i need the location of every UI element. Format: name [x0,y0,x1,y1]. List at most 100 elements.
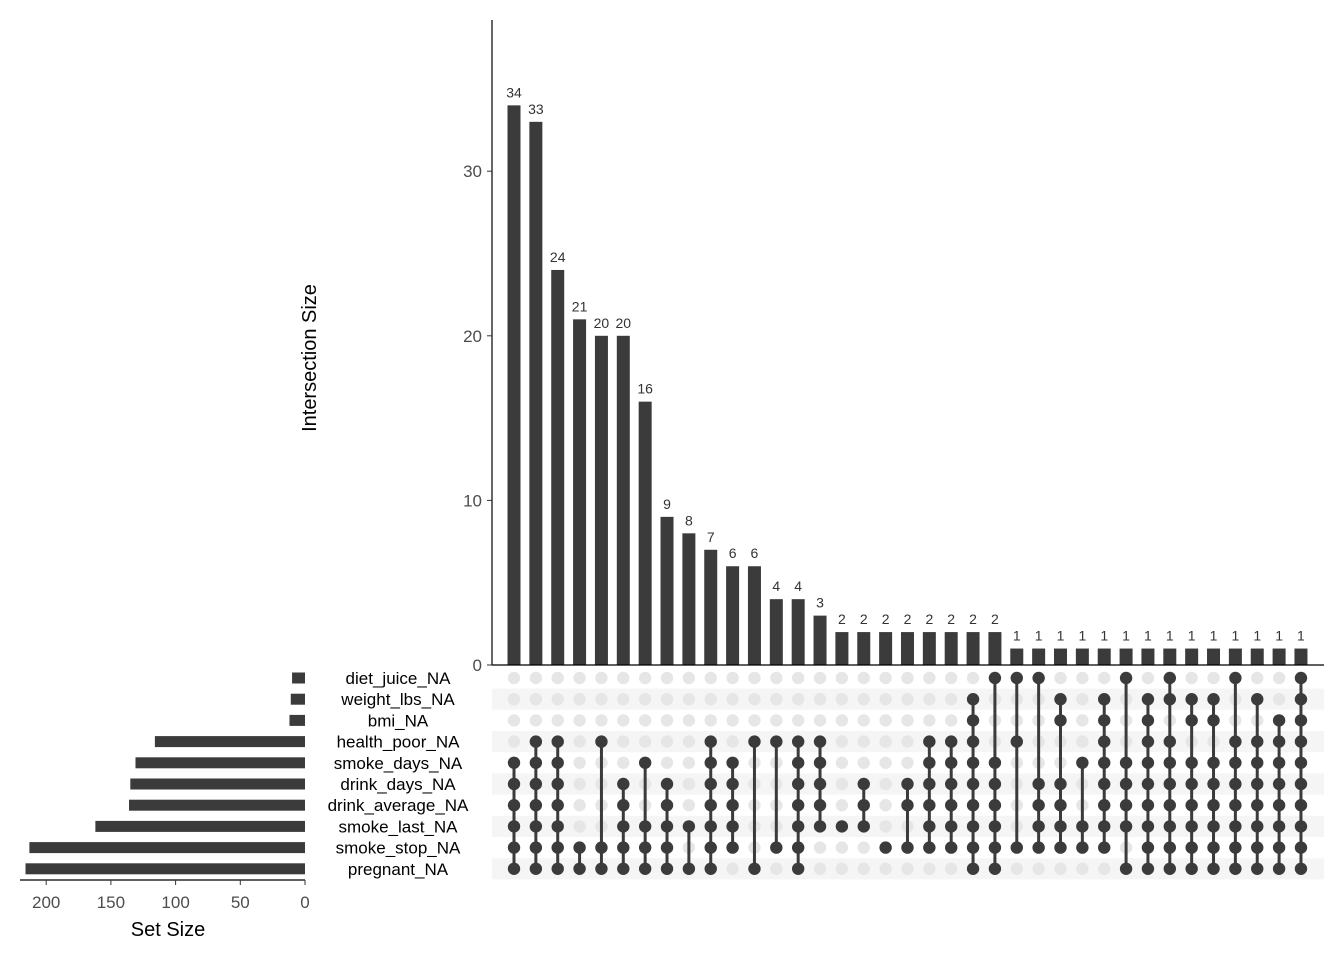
matrix-dot-active [551,735,564,748]
matrix-dot-active [1207,862,1220,875]
matrix-dot-active [988,799,1002,812]
y-tick-label: 30 [463,162,482,181]
intersection-bar [747,566,761,665]
matrix-dot-active [1294,714,1308,727]
matrix-dot-active [1141,777,1155,791]
matrix-dot-inactive [573,756,586,769]
matrix-dot-active [1141,756,1155,769]
matrix-dot-active [813,777,827,791]
matrix-dot-inactive [835,777,849,791]
intersection-bar [551,269,565,665]
matrix-dot-inactive [901,714,914,727]
matrix-dot-active [1098,799,1111,812]
intersection-bar-label: 1 [1144,628,1152,644]
matrix-dot-inactive [1054,671,1067,685]
matrix-dot-inactive [726,671,739,685]
matrix-dot-inactive [813,714,827,727]
matrix-dot-active [1229,820,1242,833]
matrix-dot-inactive [726,714,739,727]
intersection-bar [507,105,521,666]
intersection-bar [1010,648,1024,665]
matrix-dot-active [1141,841,1155,854]
matrix-dot-inactive [857,714,870,727]
matrix-dot-active [1076,756,1089,769]
matrix-dot-inactive [835,841,849,854]
matrix-dot-active [1229,671,1242,685]
matrix-dot-inactive [1098,862,1111,875]
matrix-dot-inactive [573,714,586,727]
matrix-dot-inactive [507,735,521,748]
matrix-dot-active [726,799,739,812]
matrix-dot-active [595,735,608,748]
matrix-dot-active [1163,799,1177,812]
intersection-bar [529,121,543,665]
matrix-dot-inactive [529,693,543,706]
matrix-dot-active [1185,841,1198,854]
matrix-dot-active [1185,799,1198,812]
matrix-dot-active [1294,799,1308,812]
intersection-bar-label: 6 [729,545,737,561]
y-axis-title: Intersection Size [299,284,321,432]
matrix-dot-inactive [704,671,717,685]
matrix-dot-inactive [1010,862,1023,875]
intersection-bar [594,335,608,665]
matrix-dot-inactive [748,693,761,706]
matrix-dot-inactive [595,693,608,706]
matrix-dot-active [791,799,805,812]
intersection-bar [944,632,958,665]
matrix-dot-active [1294,777,1308,791]
matrix-dot-active [595,862,608,875]
matrix-dot-inactive [791,714,805,727]
matrix-dot-active [966,799,980,812]
matrix-dot-active [945,841,958,854]
set-size-tick-label: 100 [161,893,189,912]
matrix-dot-active [529,862,543,875]
matrix-dot-active [660,777,674,791]
matrix-dot-active [1163,756,1177,769]
intersection-bar-label: 1 [1100,628,1108,644]
matrix-dot-inactive [617,714,630,727]
matrix-dot-active [1272,862,1286,875]
matrix-dot-active [1251,862,1264,875]
matrix-dot-inactive [660,693,674,706]
intersection-bar [900,632,914,665]
matrix-dot-active [638,820,652,833]
set-name-label: drink_average_NA [328,796,469,815]
matrix-dot-inactive [835,735,849,748]
matrix-dot-inactive [507,693,521,706]
intersection-bar [682,533,696,665]
matrix-dot-active [770,735,783,748]
intersection-bar-label: 1 [1057,628,1065,644]
matrix-dot-active [1098,841,1111,854]
matrix-dot-active [813,799,827,812]
intersection-bar [573,319,587,665]
matrix-dot-active [507,777,521,791]
matrix-dot-inactive [923,714,936,727]
intersection-bar [922,632,936,665]
matrix-dot-active [1163,777,1177,791]
intersection-bar [1075,648,1089,665]
matrix-dot-inactive [901,735,914,748]
intersection-bar-label: 21 [572,298,588,314]
set-size-tick-label: 200 [32,893,60,912]
matrix-dot-inactive [551,693,564,706]
matrix-dot-inactive [857,756,870,769]
intersection-bar [879,632,893,665]
intersection-bar-label: 34 [506,84,522,100]
intersection-bar-label: 2 [860,611,868,627]
matrix-dot-active [1251,799,1264,812]
matrix-dot-active [726,841,739,854]
matrix-dot-inactive [879,693,892,706]
matrix-dot-inactive [879,820,892,833]
matrix-dot-active [507,756,521,769]
matrix-dot-active [1163,841,1177,854]
matrix-dot-active [1163,693,1177,706]
intersection-bar-label: 6 [751,545,759,561]
matrix-dot-inactive [1185,671,1198,685]
matrix-dot-active [988,756,1002,769]
matrix-dot-active [660,799,674,812]
intersection-bar-label: 2 [991,611,999,627]
matrix-dot-active [945,777,958,791]
matrix-dot-active [923,820,936,833]
matrix-dot-active [1163,820,1177,833]
